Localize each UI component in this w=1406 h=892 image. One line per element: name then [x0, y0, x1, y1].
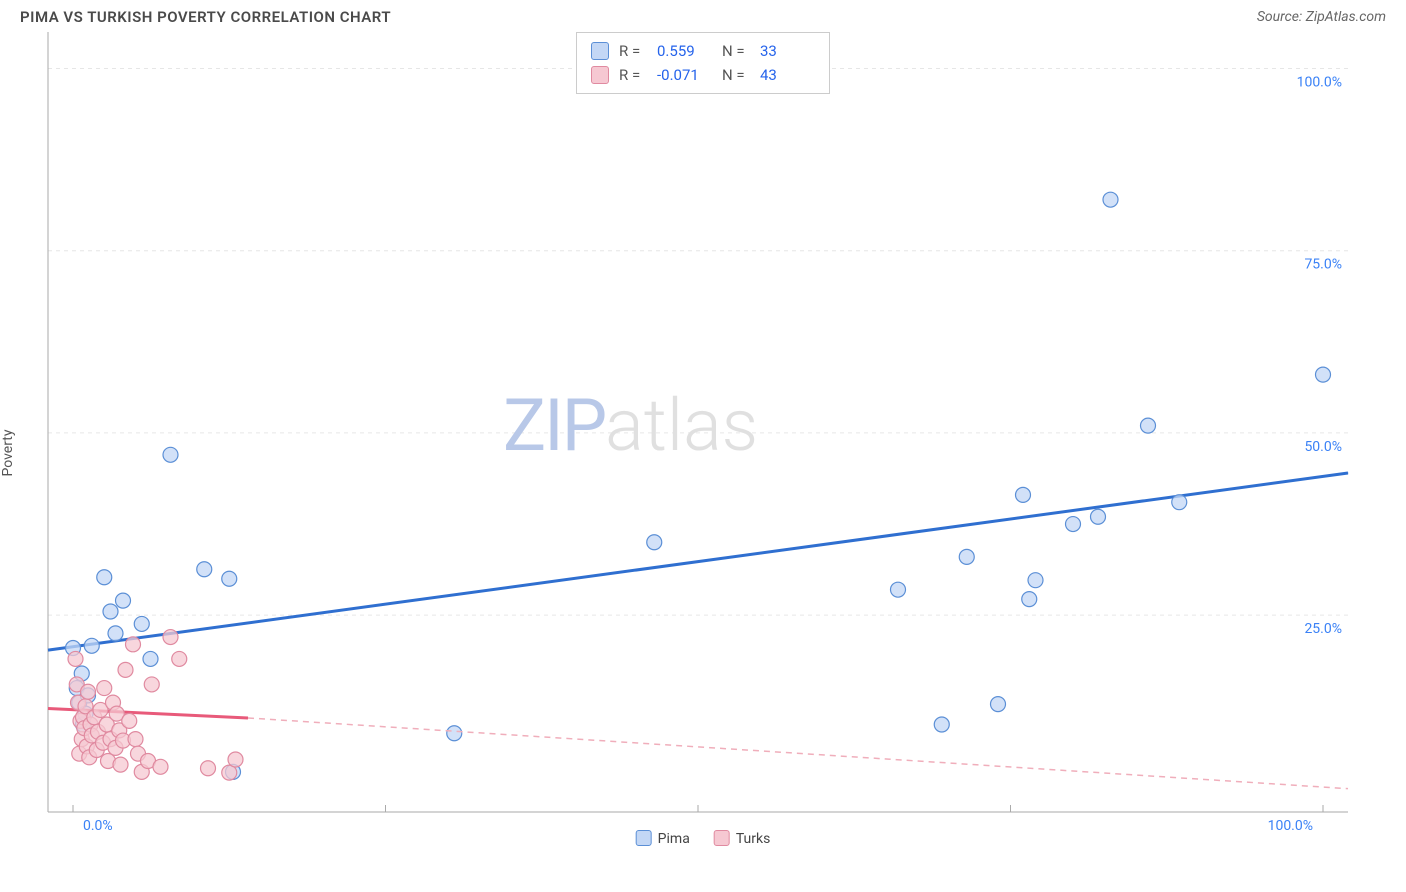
data-point [1316, 367, 1331, 382]
data-point [128, 732, 143, 747]
data-point [1016, 487, 1031, 502]
data-point [222, 571, 237, 586]
legend-label: Turks [736, 831, 771, 847]
scatter-plot-svg: 25.0% 50.0% 75.0% 100.0% 0.0% 100.0% [0, 32, 1406, 832]
legend-label: Pima [658, 831, 690, 847]
legend-swatch [636, 830, 652, 846]
y-tick-label: 25.0% [1304, 621, 1342, 637]
n-value: 43 [760, 63, 815, 87]
legend-item: Turks [714, 830, 771, 847]
y-axis-label: Poverty [0, 429, 16, 476]
data-point [163, 630, 178, 645]
y-tick-label: 50.0% [1304, 439, 1342, 455]
x-tick-label: 0.0% [83, 818, 113, 832]
data-point [68, 651, 83, 666]
data-point [934, 717, 949, 732]
data-point [84, 638, 99, 653]
stats-row: R = -0.071 N = 43 [591, 63, 815, 87]
data-point [113, 757, 128, 772]
data-point [163, 447, 178, 462]
data-point [1091, 509, 1106, 524]
r-value: -0.071 [657, 63, 712, 87]
data-point [1103, 192, 1118, 207]
data-point [103, 604, 118, 619]
data-point [143, 651, 158, 666]
data-point [81, 684, 96, 699]
data-point [228, 752, 243, 767]
data-point [134, 616, 149, 631]
data-point [116, 593, 131, 608]
data-point [126, 637, 141, 652]
r-label: R = [619, 39, 647, 63]
r-label: R = [619, 63, 647, 87]
data-point [991, 697, 1006, 712]
data-point [122, 713, 137, 728]
data-point [647, 535, 662, 550]
data-point [172, 651, 187, 666]
chart-title: PIMA VS TURKISH POVERTY CORRELATION CHAR… [20, 8, 391, 26]
data-point [1141, 418, 1156, 433]
stats-row: R = 0.559 N = 33 [591, 39, 815, 63]
y-tick-label: 75.0% [1304, 257, 1342, 273]
data-point [197, 562, 212, 577]
n-label: N = [722, 63, 750, 87]
data-point [97, 681, 112, 696]
data-point [447, 726, 462, 741]
data-point [97, 570, 112, 585]
series-swatch [591, 66, 609, 84]
regression-extrapolation [248, 718, 1348, 789]
correlation-stats-box: R = 0.559 N = 33 R = -0.071 N = 43 [576, 32, 830, 94]
regression-line [48, 473, 1348, 650]
chart-area: Poverty 25.0%50.0%75.0%100.0%0.0%100.0% … [0, 32, 1406, 857]
data-point [959, 549, 974, 564]
data-point [1172, 495, 1187, 510]
data-point [1028, 573, 1043, 588]
data-point [153, 759, 168, 774]
data-point [891, 582, 906, 597]
y-tick-label: 100.0% [1297, 74, 1342, 90]
n-label: N = [722, 39, 750, 63]
data-point [118, 662, 133, 677]
chart-source: Source: ZipAtlas.com [1257, 9, 1386, 25]
data-point [144, 677, 159, 692]
chart-header: PIMA VS TURKISH POVERTY CORRELATION CHAR… [0, 0, 1406, 32]
data-point [108, 626, 123, 641]
data-point [201, 761, 216, 776]
series-swatch [591, 42, 609, 60]
data-point [1022, 592, 1037, 607]
legend-item: Pima [636, 830, 690, 847]
x-tick-label: 100.0% [1268, 818, 1313, 832]
n-value: 33 [760, 39, 815, 63]
data-point [1066, 517, 1081, 532]
legend-swatch [714, 830, 730, 846]
bottom-legend: Pima Turks [636, 830, 771, 847]
r-value: 0.559 [657, 39, 712, 63]
